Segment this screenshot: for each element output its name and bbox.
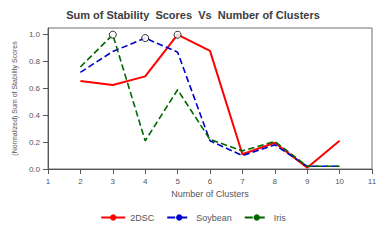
svg-text:0.0: 0.0 — [29, 165, 41, 174]
svg-text:2DSC: 2DSC — [130, 213, 155, 223]
svg-text:Soybean: Soybean — [196, 213, 232, 223]
svg-text:7: 7 — [240, 177, 245, 186]
svg-text:1.0: 1.0 — [29, 30, 41, 39]
svg-text:9: 9 — [305, 177, 310, 186]
svg-text:10: 10 — [335, 177, 344, 186]
svg-text:0.2: 0.2 — [29, 138, 41, 147]
svg-text:4: 4 — [143, 177, 148, 186]
svg-text:0.6: 0.6 — [29, 84, 41, 93]
svg-text:1: 1 — [46, 177, 51, 186]
svg-text:Sum of Stability Scores Vs: Sum of Stability Scores Vs Number of Clu… — [66, 9, 320, 21]
svg-text:0.4: 0.4 — [29, 111, 41, 120]
svg-text:2: 2 — [78, 177, 83, 186]
svg-text:11: 11 — [368, 177, 377, 186]
svg-text:5: 5 — [175, 177, 180, 186]
svg-text:(Normalized) Sum of Stability: (Normalized) Sum of Stability Scores — [11, 41, 19, 156]
svg-text:8: 8 — [273, 177, 278, 186]
svg-text:3: 3 — [111, 177, 116, 186]
svg-text:0.8: 0.8 — [29, 57, 41, 66]
svg-text:Number of Clusters: Number of Clusters — [171, 189, 249, 199]
svg-text:Iris: Iris — [274, 213, 286, 223]
svg-text:6: 6 — [208, 177, 213, 186]
